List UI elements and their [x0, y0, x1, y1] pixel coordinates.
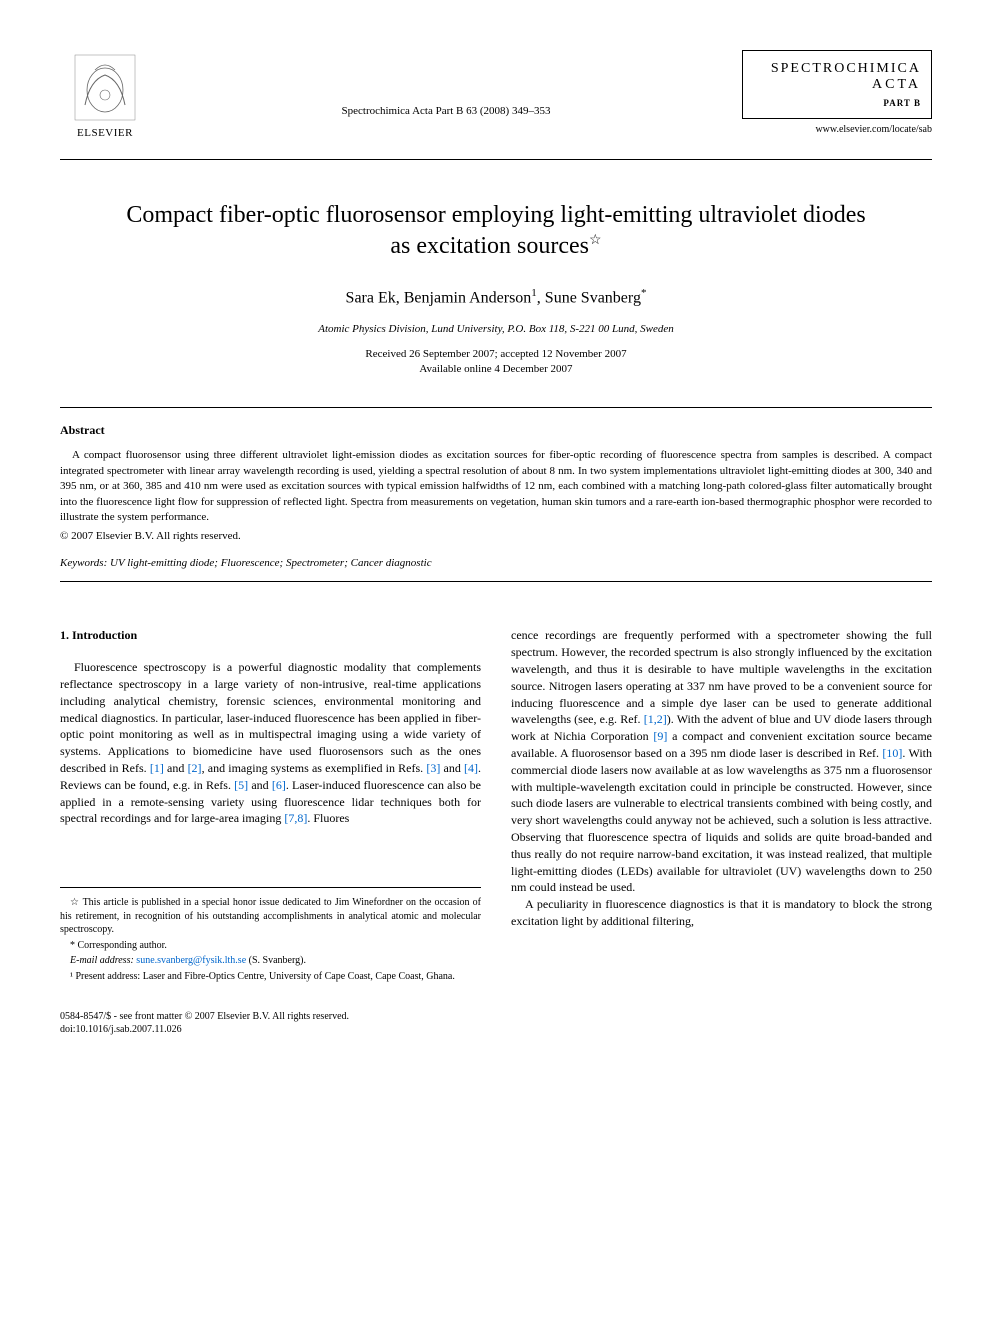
authors: Sara Ek, Benjamin Anderson1, Sune Svanbe…: [60, 287, 932, 307]
keywords-label: Keywords:: [60, 557, 107, 569]
online-date: Available online 4 December 2007: [60, 362, 932, 377]
received-date: Received 26 September 2007; accepted 12 …: [60, 347, 932, 362]
sep: ,: [396, 290, 404, 307]
footer-left: 0584-8547/$ - see front matter © 2007 El…: [60, 1010, 349, 1036]
title-star: ☆: [589, 233, 602, 248]
header-row: ELSEVIER Spectrochimica Acta Part B 63 (…: [60, 50, 932, 139]
ref-link[interactable]: [7,8]: [284, 811, 307, 825]
keywords-text: UV light-emitting diode; Fluorescence; S…: [107, 557, 431, 569]
footnote-present: ¹ Present address: Laser and Fibre-Optic…: [60, 970, 481, 984]
citation: Spectrochimica Acta Part B 63 (2008) 349…: [150, 50, 742, 117]
elsevier-logo: [70, 50, 140, 125]
author-2: Benjamin Anderson: [404, 290, 532, 307]
journal-subtitle: ACTA: [753, 77, 921, 93]
section-heading: 1. Introduction: [60, 627, 481, 644]
footer: 0584-8547/$ - see front matter © 2007 El…: [60, 1010, 932, 1036]
issn: 0584-8547/$ - see front matter © 2007 El…: [60, 1010, 349, 1023]
intro-para-cont: cence recordings are frequently performe…: [511, 627, 932, 896]
ref-link[interactable]: [6]: [272, 778, 286, 792]
ref-link[interactable]: [10]: [882, 746, 902, 760]
journal-part: PART B: [753, 98, 921, 108]
column-left: 1. Introduction Fluorescence spectroscop…: [60, 627, 481, 985]
hr: [60, 407, 932, 408]
paper-title: Compact fiber-optic fluorosensor employi…: [120, 200, 872, 262]
author-3: Sune Svanberg: [545, 290, 641, 307]
email-suffix: (S. Svanberg).: [246, 955, 306, 966]
email-link[interactable]: sune.svanberg@fysik.lth.se: [134, 955, 246, 966]
author-3-sup: *: [641, 287, 647, 299]
ref-link[interactable]: [2]: [188, 761, 202, 775]
journal-block-wrapper: SPECTROCHIMICA ACTA PART B www.elsevier.…: [742, 50, 932, 135]
abstract-heading: Abstract: [60, 423, 932, 438]
email-label: E-mail address:: [70, 955, 134, 966]
text: and: [248, 778, 272, 792]
text: , and imaging systems as exemplified in …: [202, 761, 427, 775]
ref-link[interactable]: [5]: [234, 778, 248, 792]
abstract-text: A compact fluorosensor using three diffe…: [60, 448, 932, 525]
intro-para-2: A peculiarity in fluorescence diagnostic…: [511, 896, 932, 930]
footnote-email: E-mail address: sune.svanberg@fysik.lth.…: [60, 954, 481, 968]
footnotes: ☆ This article is published in a special…: [60, 887, 481, 983]
affiliation: Atomic Physics Division, Lund University…: [60, 323, 932, 335]
text: and: [440, 761, 464, 775]
publisher-name: ELSEVIER: [77, 127, 133, 139]
title-block: Compact fiber-optic fluorosensor employi…: [120, 200, 872, 262]
footnote-star: ☆ This article is published in a special…: [60, 896, 481, 937]
footnote-corr: * Corresponding author.: [60, 939, 481, 953]
intro-para: Fluorescence spectroscopy is a powerful …: [60, 659, 481, 827]
column-right: cence recordings are frequently performe…: [511, 627, 932, 985]
doi: doi:10.1016/j.sab.2007.11.026: [60, 1023, 349, 1036]
ref-link[interactable]: [4]: [464, 761, 478, 775]
text: and: [164, 761, 188, 775]
two-column-body: 1. Introduction Fluorescence spectroscop…: [60, 627, 932, 985]
publisher-block: ELSEVIER: [60, 50, 150, 139]
hr: [60, 581, 932, 582]
ref-link[interactable]: [9]: [653, 729, 667, 743]
author-1: Sara Ek: [346, 290, 396, 307]
keywords: Keywords: UV light-emitting diode; Fluor…: [60, 557, 932, 569]
title-text: Compact fiber-optic fluorosensor employi…: [126, 202, 865, 259]
journal-block: SPECTROCHIMICA ACTA PART B: [742, 50, 932, 119]
divider: [60, 159, 932, 160]
ref-link[interactable]: [1,2]: [644, 712, 667, 726]
abstract-copyright: © 2007 Elsevier B.V. All rights reserved…: [60, 530, 932, 542]
journal-url[interactable]: www.elsevier.com/locate/sab: [742, 124, 932, 135]
dates: Received 26 September 2007; accepted 12 …: [60, 347, 932, 378]
text: . With commercial diode lasers now avail…: [511, 746, 932, 894]
ref-link[interactable]: [1]: [150, 761, 164, 775]
journal-title: SPECTROCHIMICA: [753, 61, 921, 77]
ref-link[interactable]: [3]: [426, 761, 440, 775]
text: . Fluores: [307, 811, 349, 825]
text: Fluorescence spectroscopy is a powerful …: [60, 660, 481, 775]
sep: ,: [537, 290, 545, 307]
